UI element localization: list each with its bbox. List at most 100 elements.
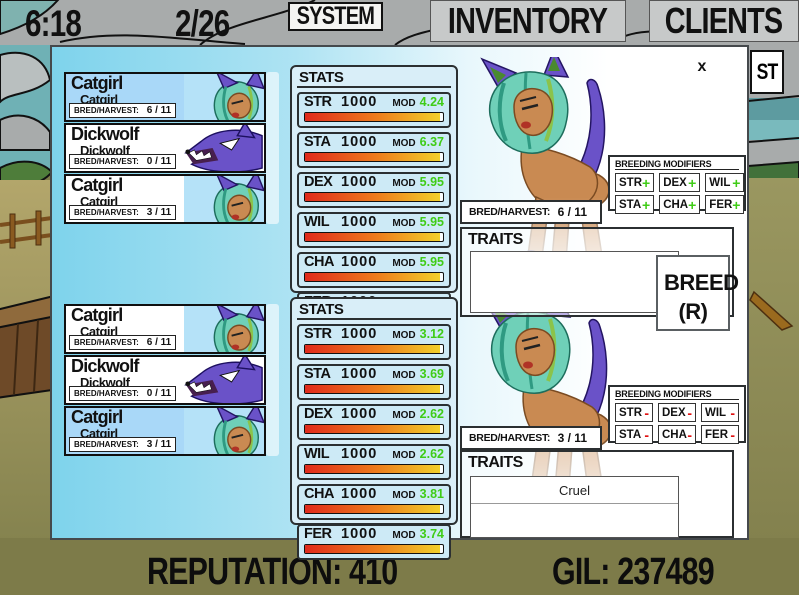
mod-value: 2.62	[419, 407, 444, 421]
monster-name: Dickwolf	[80, 374, 130, 390]
modifier-button[interactable]: WIL -	[701, 403, 739, 422]
modifier-button[interactable]: FER +	[705, 195, 745, 214]
breeding-modifiers-panel: BREEDING MODIFIERS STR - DEX - WIL - STA - C…	[608, 385, 746, 444]
modifier-button[interactable]: CHA +	[659, 195, 701, 214]
stats-panel: STATS STR 1000 MOD 4.24 STA 1000 MOD 6.37 DEX 1…	[290, 65, 458, 328]
breeding-modifiers-title: BREEDING MODIFIERS	[615, 389, 739, 400]
bred-harvest-value: 6 / 11	[557, 205, 587, 219]
modifier-button[interactable]: WIL +	[705, 173, 745, 192]
bred-harvest-value: 3 / 11	[557, 431, 587, 445]
stat-bar	[304, 152, 444, 162]
stat-value: 1000	[341, 214, 378, 230]
minus-icon: -	[687, 404, 692, 421]
game-date: 2/26	[175, 3, 230, 44]
monster-name: Dickwolf	[80, 142, 130, 158]
stat-abbr: CHA	[304, 254, 334, 270]
catgirl-portrait	[184, 408, 264, 454]
mod-label: MOD	[392, 218, 416, 229]
stat-row: FER 1000 MOD 3.74	[297, 524, 451, 560]
inventory-button[interactable]: INVENTORY	[430, 0, 626, 42]
close-icon[interactable]: x	[690, 57, 714, 77]
modifier-button[interactable]: CHA -	[658, 425, 696, 444]
stat-value: 1000	[341, 174, 378, 190]
plus-icon: +	[732, 174, 741, 191]
modifier-button[interactable]: DEX +	[659, 173, 701, 192]
bred-harvest-badge: BRED/HARVEST: 6 / 11	[69, 335, 177, 350]
monster-list-item[interactable]: Catgirl Catgirl BRED/HARVEST: 3 / 11	[64, 406, 266, 456]
modifier-button[interactable]: FER -	[701, 425, 739, 444]
bred-harvest-label: BRED/HARVEST:	[469, 206, 551, 218]
stat-row: WIL 1000 MOD 5.95	[297, 212, 451, 248]
stat-abbr: STA	[304, 134, 331, 150]
bred-harvest-badge: BRED/HARVEST: 0 / 11	[69, 386, 177, 401]
modifier-button[interactable]: STR +	[615, 173, 655, 192]
monster-species: Catgirl	[71, 176, 123, 195]
list-scrollbar[interactable]	[266, 304, 279, 456]
stat-abbr: WIL	[304, 214, 330, 230]
stat-value: 1000	[341, 526, 378, 542]
bred-harvest-box: BRED/HARVEST: 3 / 11	[460, 426, 602, 450]
mod-label: MOD	[392, 530, 416, 541]
stat-row: DEX 1000 MOD 2.62	[297, 404, 451, 440]
stat-abbr: FER	[304, 526, 332, 542]
stat-bar	[304, 192, 444, 202]
mod-value: 6.37	[419, 135, 444, 149]
mod-label: MOD	[392, 98, 416, 109]
stat-row: STA 1000 MOD 6.37	[297, 132, 451, 168]
stat-value: 1000	[341, 326, 378, 342]
plus-icon: +	[688, 196, 697, 213]
monster-list-item[interactable]: Catgirl Catgirl BRED/HARVEST: 3 / 11	[64, 174, 266, 224]
traits-list: Cruel	[470, 476, 679, 538]
stat-abbr: CHA	[304, 486, 334, 502]
mod-value: 3.74	[419, 527, 444, 541]
stats-panel: STATS STR 1000 MOD 3.12 STA 1000 MOD 3.69 DEX 1…	[290, 297, 458, 560]
mod-value: 4.24	[419, 95, 444, 109]
mod-value: 5.95	[419, 255, 444, 269]
bred-harvest-badge: BRED/HARVEST: 6 / 11	[69, 103, 177, 118]
monster-list-item[interactable]: Catgirl Catgirl BRED/HARVEST: 6 / 11	[64, 304, 266, 354]
stat-bar	[304, 544, 444, 554]
wolf-portrait	[184, 357, 264, 403]
traits-title: TRAITS	[468, 231, 523, 248]
mod-value: 5.95	[419, 215, 444, 229]
stat-row: STR 1000 MOD 4.24	[297, 92, 451, 128]
system-button[interactable]: SYSTEM	[288, 2, 383, 31]
stats-title: STATS	[297, 69, 451, 88]
stat-value: 1000	[341, 134, 378, 150]
clients-button[interactable]: CLIENTS	[649, 0, 799, 42]
bred-harvest-badge: BRED/HARVEST: 0 / 11	[69, 154, 177, 169]
modifier-button[interactable]: STR -	[615, 403, 653, 422]
bred-harvest-box: BRED/HARVEST: 6 / 11	[460, 200, 602, 224]
stat-abbr: DEX	[304, 406, 333, 422]
monster-species: Dickwolf	[71, 125, 139, 144]
modifier-button[interactable]: STA -	[615, 425, 653, 444]
monster-species: Catgirl	[71, 74, 123, 93]
modifier-button[interactable]: STA +	[615, 195, 655, 214]
monster-species: Catgirl	[71, 408, 123, 427]
bred-harvest-badge: BRED/HARVEST: 3 / 11	[69, 205, 177, 220]
list-scrollbar[interactable]	[266, 72, 279, 224]
plus-icon: +	[732, 196, 741, 213]
plus-icon: +	[642, 174, 651, 191]
stat-value: 1000	[341, 94, 378, 110]
stat-bar	[304, 272, 444, 282]
monster-list-item[interactable]: Dickwolf Dickwolf BRED/HARVEST: 0 / 11	[64, 355, 266, 405]
gil-value: GIL: 237489	[552, 551, 715, 593]
breed-button[interactable]: BREED (R)	[656, 255, 739, 331]
hidden-harvest-button[interactable]: ST	[750, 50, 784, 94]
monster-list-item[interactable]: Dickwolf Dickwolf BRED/HARVEST: 0 / 11	[64, 123, 266, 173]
stat-value: 1000	[341, 254, 378, 270]
monster-list-item[interactable]: Catgirl Catgirl BRED/HARVEST: 6 / 11	[64, 72, 266, 122]
monster-species: Catgirl	[71, 306, 123, 325]
modifier-button[interactable]: DEX -	[658, 403, 696, 422]
mod-value: 2.62	[419, 447, 444, 461]
minus-icon: -	[730, 404, 735, 421]
stat-abbr: WIL	[304, 446, 330, 462]
breeding-modifiers-panel: BREEDING MODIFIERS STR + DEX + WIL + STA + C…	[608, 155, 746, 214]
traits-list	[470, 251, 679, 313]
stat-bar	[304, 232, 444, 242]
stat-value: 1000	[341, 406, 378, 422]
stat-row: STR 1000 MOD 3.12	[297, 324, 451, 360]
trait-item: Cruel	[471, 477, 678, 504]
